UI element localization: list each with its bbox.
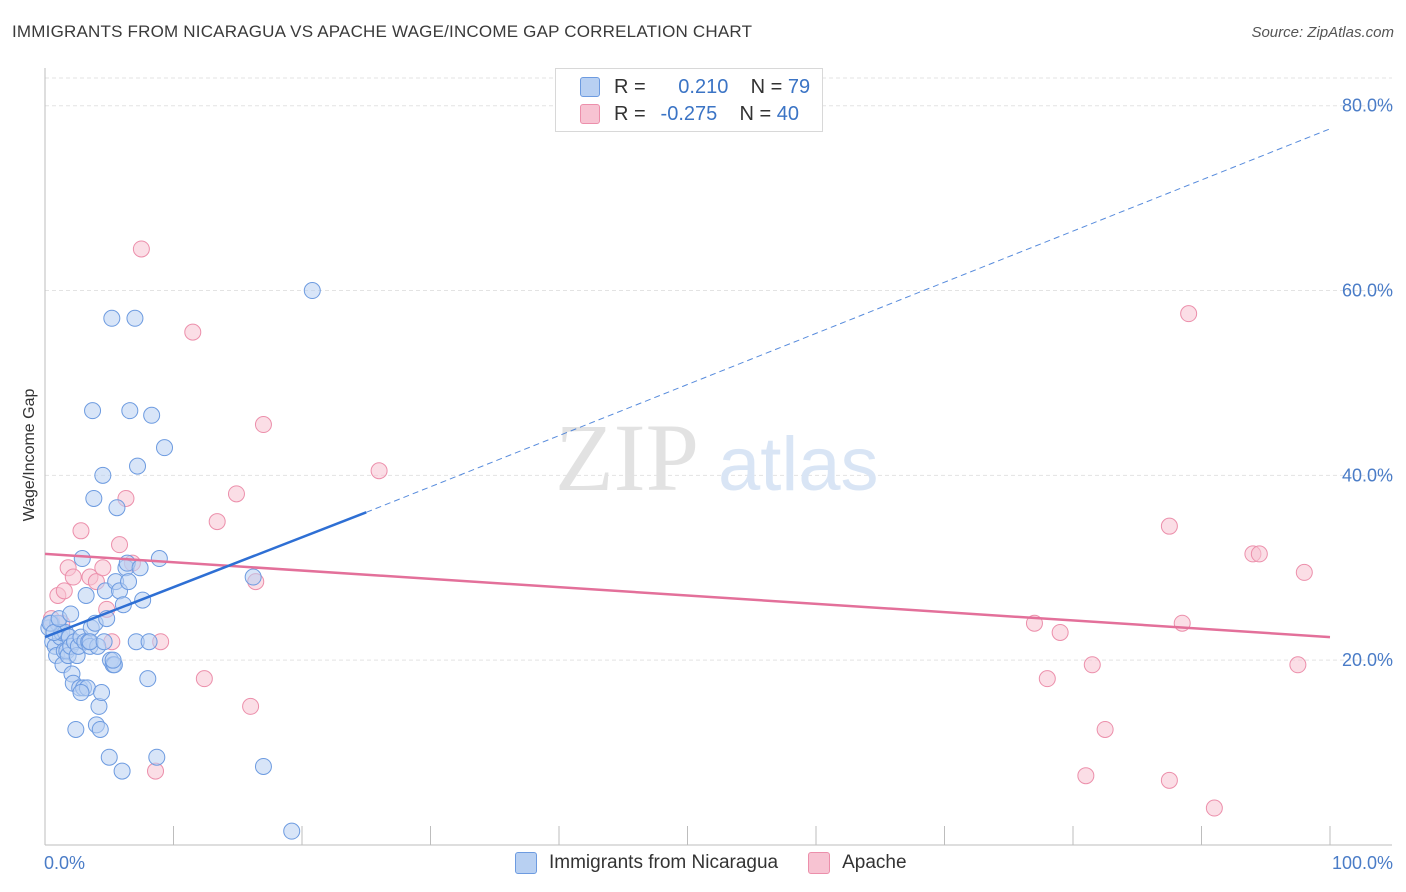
nicaragua-points [40,282,321,840]
apache-point [1160,771,1178,789]
y-tick-label: 80.0% [1342,96,1393,116]
nicaragua-point [104,651,122,669]
r-value: -0.275 [660,102,718,125]
chart-title: IMMIGRANTS FROM NICARAGUA VS APACHE WAGE… [12,22,753,41]
nicaragua-point [150,550,168,568]
blue-swatch [580,77,600,97]
legend-label: Apache [842,852,907,873]
apache-point [242,697,260,715]
legend-item-apache: Apache [808,852,907,874]
nicaragua-point [148,748,166,766]
r-label: R = [614,102,646,125]
nicaragua-trend-line [44,511,367,639]
nicaragua-point [84,402,102,420]
y-axis-label: Wage/Income Gap [21,389,38,522]
nicaragua-point [140,633,158,651]
nicaragua-point [95,633,113,651]
nicaragua-point [139,670,157,688]
x-tick-label: 100.0% [1332,853,1393,873]
apache-trend-line [44,552,1331,639]
pink-swatch [580,104,600,124]
apache-point [1038,670,1056,688]
apache-point [1077,767,1095,785]
nicaragua-point [93,684,111,702]
nicaragua-point [77,586,95,604]
nicaragua-point [90,697,108,715]
nicaragua-point [303,282,321,300]
apache-point [1083,656,1101,674]
apache-point [94,559,112,577]
watermark: ZIP atlas [555,404,879,511]
pink-swatch [808,852,831,874]
nicaragua-point [81,633,99,651]
y-tick-label: 60.0% [1342,281,1393,301]
nicaragua-point [91,720,109,738]
nicaragua-point [156,439,174,457]
apache-point [72,522,90,540]
apache-point [111,536,129,554]
apache-point [132,240,150,258]
nicaragua-point [103,309,121,327]
legend-row-nicaragua: R = 0.210 N = 79 [580,75,810,99]
nicaragua-point [100,748,118,766]
nicaragua-point [254,757,272,775]
nicaragua-point [73,550,91,568]
y-tick-label: 40.0% [1342,465,1393,485]
apache-point [1295,563,1313,581]
legend-row-apache: R = -0.275 N = 40 [580,102,799,126]
nicaragua-point [126,309,144,327]
nicaragua-point [143,406,161,424]
source-label: Source: ZipAtlas.com [1251,24,1394,41]
legend-label: Immigrants from Nicaragua [549,852,779,873]
nicaragua-point [67,720,85,738]
tick-labels: 20.0% 40.0% 60.0% 80.0% 0.0% 100.0% [44,96,1393,873]
apache-point [55,582,73,600]
apache-point [195,670,213,688]
n-value: 79 [787,75,811,98]
apache-point [1096,720,1114,738]
nicaragua-trend-extension [366,128,1331,513]
nicaragua-point [283,822,301,840]
nicaragua-point [72,684,90,702]
apache-point [1180,305,1198,323]
r-label: R = [614,75,646,98]
nicaragua-point [244,568,262,586]
apache-point [1051,623,1069,641]
nicaragua-point [129,457,147,475]
nicaragua-point [94,466,112,484]
apache-point [370,462,388,480]
apache-point [254,416,272,434]
apache-points [42,240,1313,817]
x-tick-label: 0.0% [44,853,85,873]
r-value: 0.210 [678,75,729,98]
nicaragua-point [113,762,131,780]
nicaragua-point [120,573,138,591]
apache-point [1205,799,1223,817]
legend-item-nicaragua: Immigrants from Nicaragua [515,852,778,874]
nicaragua-point [108,499,126,517]
apache-point [64,568,82,586]
nicaragua-point [62,605,80,623]
n-label: N = [739,102,772,125]
nicaragua-point [131,559,149,577]
apache-point [1289,656,1307,674]
blue-swatch [515,852,537,874]
apache-point [184,323,202,341]
axes [44,68,1392,846]
apache-point [1160,517,1178,535]
trend-lines [44,128,1331,639]
watermark-zip: ZIP [555,404,699,511]
n-label: N = [750,75,783,98]
nicaragua-point [121,402,139,420]
apache-point [208,513,226,531]
y-tick-label: 20.0% [1342,650,1393,670]
apache-point [1250,545,1268,563]
n-value: 40 [776,102,799,125]
series-legend: Immigrants from Nicaragua Apache [515,852,937,874]
nicaragua-point [85,489,103,507]
watermark-atlas: atlas [718,422,879,507]
stats-legend: R = 0.210 N = 79 R = -0.275 N = 40 [555,68,823,132]
apache-point [227,485,245,503]
